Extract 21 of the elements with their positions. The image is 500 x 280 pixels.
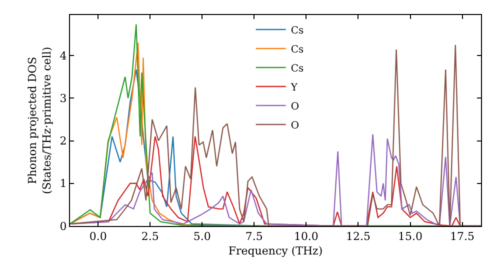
x-axis-title: Frequency (THz) xyxy=(228,244,323,258)
x-tick-label: 5.0 xyxy=(193,230,211,244)
legend-label: Cs xyxy=(290,25,304,36)
y-tick-label: 2 xyxy=(60,134,67,148)
x-tick-label: 0.0 xyxy=(89,230,107,244)
y-tick-label: 0 xyxy=(60,220,67,233)
x-tick-label: 17.5 xyxy=(450,230,475,244)
x-tick-label: 7.5 xyxy=(245,230,263,244)
legend-label: Y xyxy=(290,82,298,94)
y-tick-label: 3 xyxy=(60,92,67,105)
legend-label: O xyxy=(290,101,300,112)
x-tick-label: 2.5 xyxy=(141,230,159,244)
x-tick-label: 15.0 xyxy=(398,230,422,244)
legend-label: Cs xyxy=(290,63,304,74)
x-tick-label: 10.0 xyxy=(294,230,318,244)
x-tick-label: 12.5 xyxy=(346,230,370,244)
legend-label: Cs xyxy=(290,44,304,56)
y-axis-title: Phonon projected DOS (States/THz·primitive cell) xyxy=(26,46,54,194)
y-tick-label: 4 xyxy=(60,49,67,62)
legend-label: O xyxy=(290,120,300,132)
y-tick-label: 1 xyxy=(60,177,67,190)
